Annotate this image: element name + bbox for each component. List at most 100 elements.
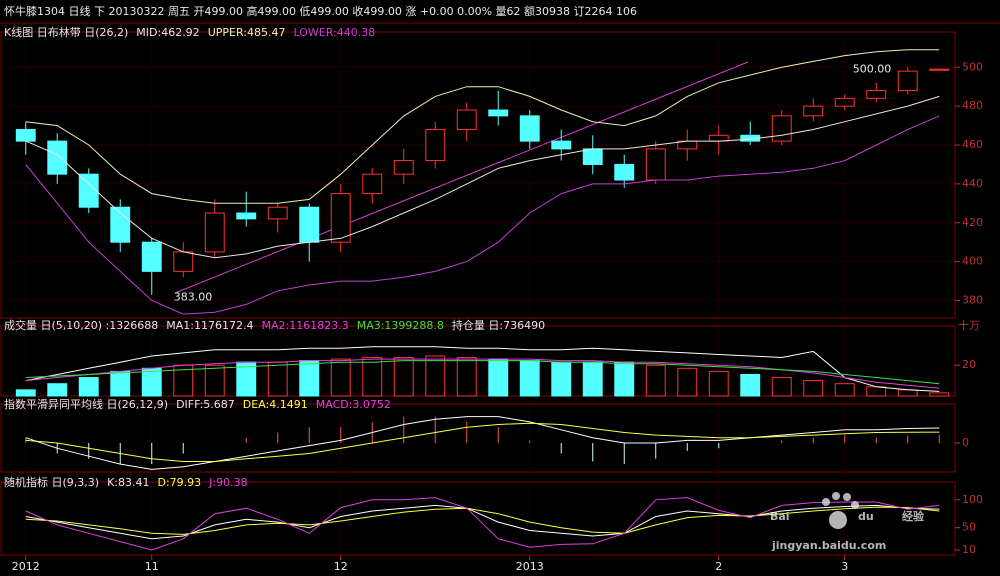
candle-body <box>425 128 446 162</box>
volume-bar <box>645 364 666 397</box>
series-line <box>25 360 940 385</box>
x-tick-label: 2012 <box>12 560 40 573</box>
candle-body <box>551 140 572 150</box>
volume-bar <box>740 373 761 397</box>
volume-bar <box>141 367 162 397</box>
candle-body <box>267 206 288 220</box>
volume-bar <box>771 377 792 397</box>
volume-bar <box>929 392 950 397</box>
x-tick-label: 2 <box>715 560 722 573</box>
legend-entry: MACD:3.0752 <box>316 398 391 411</box>
y-tick-label: 500 <box>962 60 983 73</box>
panel-border <box>0 403 956 473</box>
max-label: 500.00 <box>853 62 892 75</box>
volume-bar <box>582 361 603 397</box>
volume-bar <box>425 355 446 397</box>
legend-entry: MA2:1161823.3 <box>261 319 348 332</box>
y-tick-label: 50 <box>962 521 976 534</box>
panel-border <box>0 481 956 556</box>
legend-entry: LOWER:440.38 <box>293 26 375 39</box>
volume-bar <box>708 370 729 397</box>
volume-bar <box>15 389 36 397</box>
series-line <box>25 346 940 392</box>
candle-body <box>582 148 603 165</box>
unit-label: 十万 <box>958 318 980 332</box>
y-tick-label: 420 <box>962 216 983 229</box>
candle-body <box>614 163 635 181</box>
candle-body <box>929 68 950 71</box>
candle-body <box>299 206 320 243</box>
y-tick-label: 460 <box>962 138 983 151</box>
candle-body <box>393 160 414 175</box>
legend-entry: K:83.41 <box>107 476 149 489</box>
watermark-brand: Bai <box>770 510 790 523</box>
y-tick-label: 400 <box>962 255 983 268</box>
candle-body <box>330 193 351 243</box>
candle-body <box>645 148 666 181</box>
volume-bar <box>362 357 383 397</box>
volume-bar <box>204 364 225 397</box>
series-line <box>25 504 940 540</box>
volume-bar <box>897 389 918 397</box>
series-line <box>25 115 940 315</box>
y-tick-label: 20 <box>962 358 976 371</box>
panel-title: 随机指标 日(9,3,3) <box>4 475 99 489</box>
volume-bar <box>78 377 99 397</box>
candle-body <box>204 212 225 253</box>
candle-body <box>236 212 257 220</box>
x-tick-label: 12 <box>334 560 348 573</box>
volume-bar <box>47 383 68 397</box>
legend-entry: D:79.93 <box>158 476 202 489</box>
y-tick-label: 480 <box>962 99 983 112</box>
watermark-brand: 经验 <box>902 509 925 523</box>
header: 怀牛膝1304 日线 下 20130322 周五 开499.00 高499.00… <box>4 4 637 18</box>
legend-entry: MA3:1399288.8 <box>357 319 444 332</box>
watermark-brand: du <box>858 510 874 523</box>
candle-body <box>173 251 194 272</box>
y-tick-label: 380 <box>962 294 983 307</box>
candle-body <box>803 105 824 117</box>
series-line <box>25 416 940 470</box>
legend-entry: DIFF:5.687 <box>176 398 235 411</box>
candle-body <box>488 109 509 117</box>
legend-entry: UPPER:485.47 <box>208 26 286 39</box>
y-tick-label: 0 <box>962 436 969 449</box>
panel-title: K线图 日布林带 日(26,2) <box>4 25 128 39</box>
legend-entry: J:90.38 <box>208 476 247 489</box>
volume-bar <box>299 360 320 397</box>
candle-body <box>771 115 792 142</box>
trend-line <box>174 61 749 294</box>
volume-bar <box>519 360 540 397</box>
panel-border <box>0 31 956 319</box>
panel-legend: K线图 日布林带 日(26,2) MID:462.92 UPPER:485.47 LO… <box>4 25 375 39</box>
series-line <box>25 506 940 535</box>
candle-body <box>362 173 383 195</box>
volume-bar <box>110 370 131 397</box>
series-line <box>25 49 940 204</box>
panel-border <box>0 325 956 397</box>
y-tick-label: 100 <box>962 493 983 506</box>
candle-body <box>834 97 855 107</box>
y-tick-label: 10 <box>962 543 976 556</box>
candle-body <box>141 241 162 272</box>
legend-entry: MA1:1176172.4 <box>166 319 253 332</box>
volume-bar <box>834 383 855 397</box>
series-line <box>25 422 940 462</box>
candle-body <box>78 173 99 208</box>
volume-bar <box>330 358 351 397</box>
candle-body <box>15 128 36 142</box>
panel-legend: 指数平滑异同平均线 日(26,12,9) DIFF:5.687 DEA:4.1491… <box>4 397 391 411</box>
volume-bar <box>551 361 572 397</box>
min-label: 383.00 <box>174 291 213 304</box>
candle-body <box>47 140 68 175</box>
candle-body <box>519 115 540 142</box>
volume-bar <box>614 361 635 397</box>
series-line <box>25 497 940 551</box>
volume-bar <box>677 367 698 397</box>
watermark-paw <box>822 492 859 529</box>
candle-body <box>866 90 887 99</box>
volume-bar <box>267 361 288 397</box>
legend-entry: 持仓量 日:736490 <box>452 318 545 332</box>
